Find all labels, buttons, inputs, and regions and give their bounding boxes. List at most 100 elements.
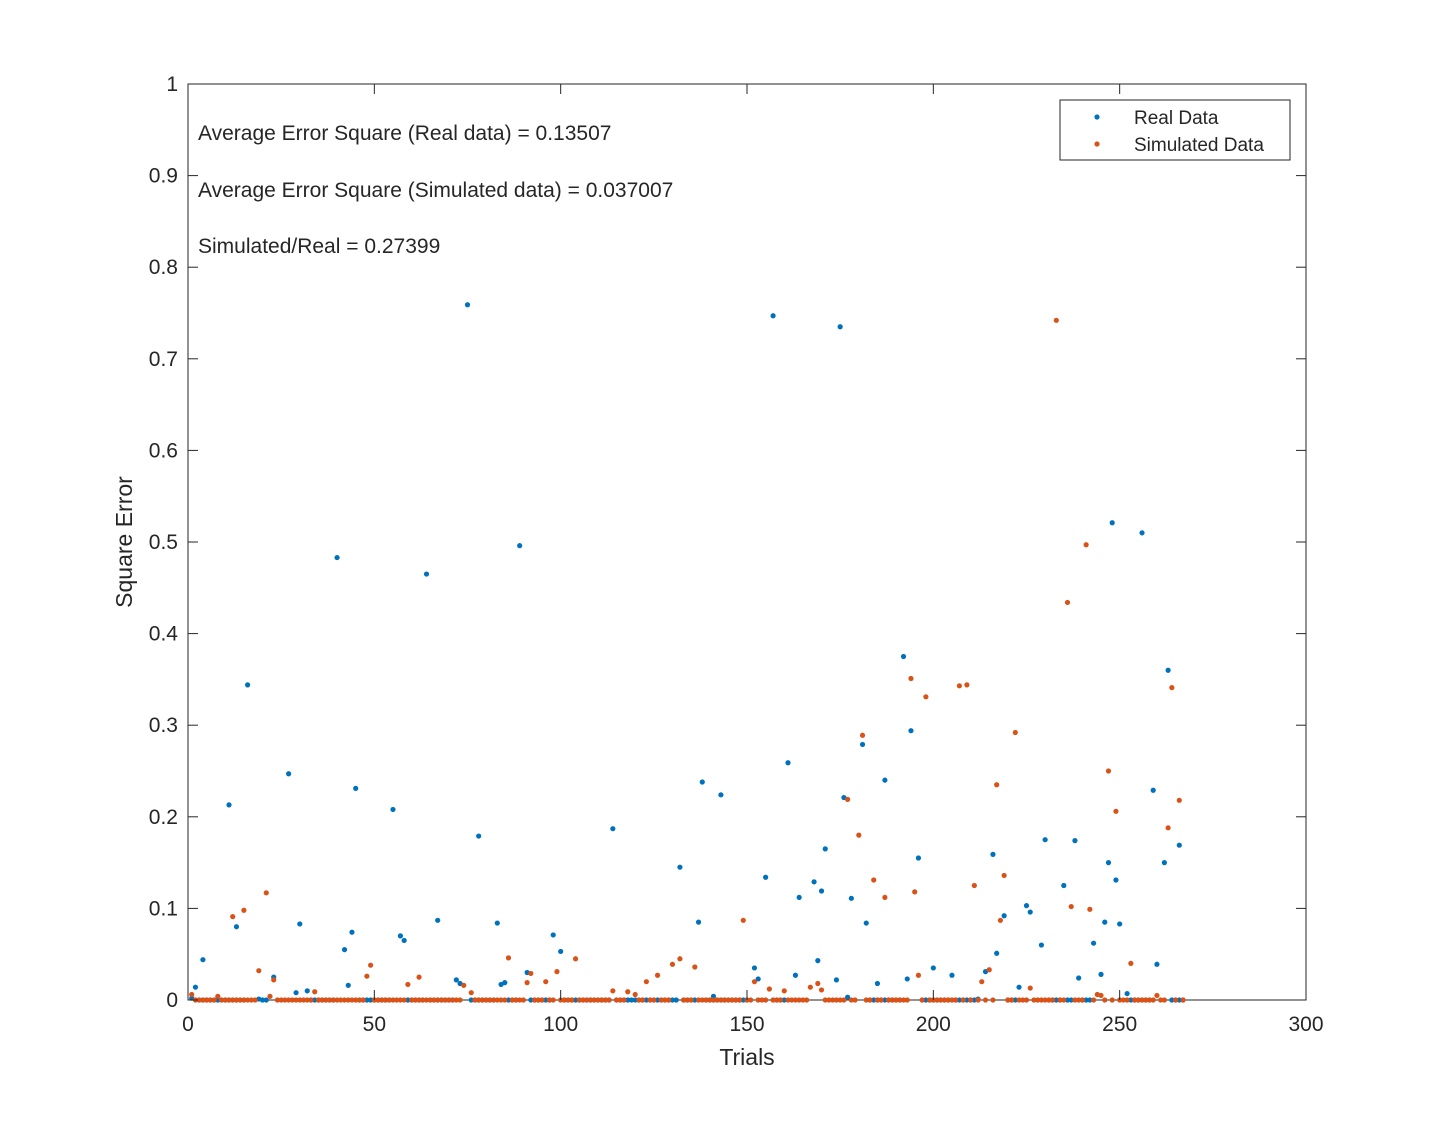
simulated-data-point [230, 914, 236, 920]
real-data-point [1064, 997, 1071, 1003]
simulated-data-point [222, 997, 228, 1003]
real-data-point [502, 980, 508, 986]
simulated-data-point [759, 997, 765, 1003]
simulated-data-point [520, 997, 527, 1003]
simulated-data-point [1109, 997, 1115, 1003]
simulated-data-point [505, 955, 512, 961]
real-data-point [1109, 520, 1115, 526]
simulated-data-point [1023, 997, 1030, 1003]
simulated-data-point [725, 997, 731, 1003]
y-tick-label: 0.8 [149, 256, 178, 279]
simulated-data-point [1120, 997, 1126, 1003]
simulated-data-point [722, 997, 728, 1003]
simulated-data-point [714, 997, 720, 1003]
simulated-data-point [1057, 997, 1063, 1003]
real-data-point [770, 313, 776, 319]
simulated-data-point [498, 997, 504, 1003]
simulated-data-point [856, 832, 862, 838]
real-data-point [632, 997, 638, 1003]
simulated-data-point [643, 979, 649, 985]
real-data-point [572, 997, 579, 1003]
simulated-data-point [546, 997, 553, 1003]
simulated-data-point [833, 997, 840, 1003]
x-tick-label: 100 [543, 1013, 578, 1036]
simulated-data-point [815, 980, 821, 987]
simulated-data-point [204, 997, 210, 1003]
simulated-data-point [494, 997, 500, 1003]
simulated-data-point [252, 997, 258, 1003]
simulated-data-point [871, 877, 877, 883]
simulated-data-point [479, 997, 486, 1003]
simulated-data-point [230, 997, 236, 1003]
simulated-data-point [669, 961, 676, 967]
real-data-point [654, 997, 661, 1003]
simulated-data-point [379, 997, 385, 1003]
real-data-point [1016, 984, 1022, 990]
simulated-data-point [412, 997, 418, 1003]
simulated-data-point [979, 979, 985, 985]
real-data-point [610, 826, 616, 832]
real-data-point [763, 874, 769, 880]
x-axis-label: Trials [719, 1044, 774, 1070]
real-data-point [740, 997, 746, 1003]
simulated-data-point [1154, 992, 1160, 999]
simulated-data-point [770, 997, 776, 1003]
simulated-data-point [1165, 825, 1171, 831]
simulated-data-point [297, 997, 303, 1003]
simulated-data-point [882, 894, 888, 901]
real-data-point [401, 937, 407, 944]
simulated-data-point [968, 997, 974, 1003]
simulated-data-point [789, 997, 795, 1003]
real-data-point [882, 777, 888, 783]
simulated-data-point [442, 997, 448, 1003]
simulated-data-point [785, 997, 791, 1003]
simulated-data-point [949, 997, 955, 1003]
simulated-data-point [386, 997, 392, 1003]
simulated-data-point [1131, 997, 1138, 1003]
simulated-data-point [941, 997, 948, 1003]
simulated-data-point [945, 997, 951, 1003]
real-data-point [494, 920, 500, 926]
simulated-data-point [416, 997, 422, 1003]
simulated-data-point [375, 997, 381, 1003]
simulated-data-point [960, 997, 966, 1003]
real-data-point [312, 997, 318, 1003]
x-tick-label: 0 [182, 1013, 194, 1036]
simulated-data-point [1128, 960, 1134, 966]
simulated-data-point [923, 694, 929, 700]
simulated-data-point [364, 973, 370, 979]
simulated-data-point [353, 997, 359, 1003]
simulated-data-point [1087, 906, 1093, 912]
simulated-data-point [215, 993, 221, 999]
simulated-data-point [423, 997, 430, 1003]
real-data-point [341, 947, 348, 953]
real-data-point [435, 917, 441, 923]
simulated-data-point [528, 970, 534, 977]
real-data-point [1154, 961, 1160, 967]
simulated-data-point [1139, 997, 1145, 1003]
simulated-data-point [248, 997, 254, 1003]
simulated-data-point [777, 997, 784, 1003]
simulated-data-point [531, 997, 538, 1003]
simulated-data-point [580, 997, 586, 1003]
real-data-point [215, 997, 221, 1003]
simulated-data-point [736, 997, 743, 1003]
simulated-data-point [472, 997, 478, 1003]
simulated-data-point [338, 997, 344, 1003]
simulated-data-point [263, 890, 269, 896]
real-data-point [293, 990, 299, 996]
real-data-point [334, 554, 340, 561]
simulated-data-point [617, 997, 623, 1003]
simulated-data-point [755, 997, 761, 1003]
simulated-data-point [595, 997, 601, 1003]
simulated-data-point [666, 997, 672, 1003]
real-data-point [286, 771, 292, 777]
real-data-point [833, 977, 840, 983]
real-data-point [1169, 997, 1175, 1003]
y-tick-label: 0.4 [149, 623, 179, 646]
simulated-data-point [1176, 797, 1182, 803]
legend-label-real: Real Data [1134, 108, 1219, 129]
simulated-data-point [420, 997, 426, 1003]
simulated-data-point [826, 997, 832, 1003]
real-data-point [923, 997, 929, 1003]
